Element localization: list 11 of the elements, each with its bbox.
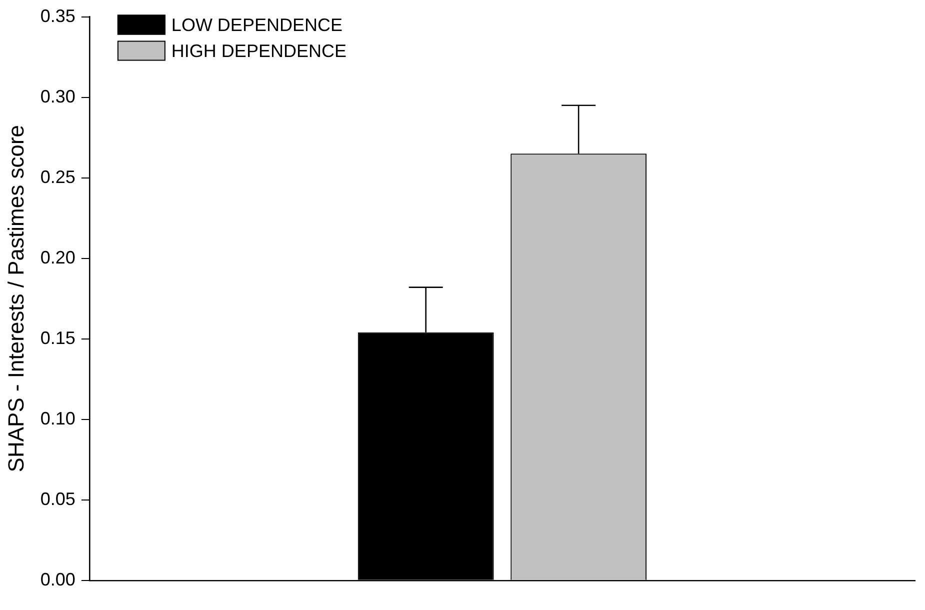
legend-label: HIGH DEPENDENCE xyxy=(171,40,346,61)
y-axis-title: SHAPS - Interests / Pastimes score xyxy=(3,124,28,472)
y-tick-label: 0.35 xyxy=(40,6,76,26)
y-tick-label: 0.00 xyxy=(40,569,76,590)
y-tick-label: 0.05 xyxy=(40,488,76,509)
y-tick-label: 0.30 xyxy=(40,86,76,106)
y-tick-label: 0.25 xyxy=(40,166,76,187)
legend-label: LOW DEPENDENCE xyxy=(171,14,342,35)
y-tick-label: 0.15 xyxy=(40,328,76,348)
y-tick-label: 0.10 xyxy=(40,408,76,428)
y-tick-label: 0.20 xyxy=(40,247,76,268)
